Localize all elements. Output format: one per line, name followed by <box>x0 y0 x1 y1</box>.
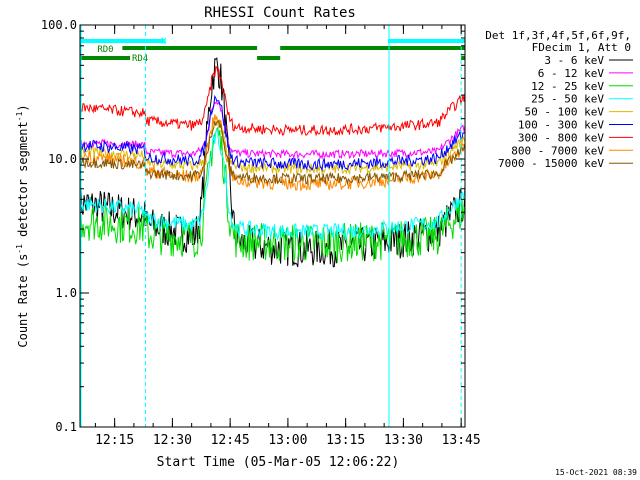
series-line <box>79 94 466 172</box>
x-tick-label: 13:15 <box>326 433 365 448</box>
instrument-flags: N RD0 RD4 <box>80 37 465 64</box>
legend: Det 1f,3f,4f,5f,6f,9f,FDecim 1, Att 03 -… <box>485 29 633 170</box>
legend-entry-label: 50 - 100 keV <box>525 106 605 119</box>
flag-label: RD0 <box>97 45 113 55</box>
x-tick-label: 12:15 <box>95 433 134 448</box>
legend-header: Det 1f,3f,4f,5f,6f,9f, <box>485 29 631 42</box>
x-tick-label: 13:00 <box>268 433 307 448</box>
series-line <box>79 126 466 263</box>
y-axis: 0.1 1.0 10.0 100.0 <box>41 18 465 434</box>
x-tick-label: 12:30 <box>153 433 192 448</box>
legend-entry-label: 100 - 300 keV <box>518 119 604 132</box>
y-tick-label: 0.1 <box>55 420 77 434</box>
flag-label: RD4 <box>132 54 148 64</box>
legend-entry-label: 6 - 12 keV <box>538 67 605 80</box>
timestamp: 15-Oct-2021 08:39 <box>555 468 637 477</box>
series-line <box>79 65 466 137</box>
y-tick-label: 100.0 <box>41 18 77 32</box>
series-line <box>79 56 466 268</box>
legend-entry-label: 800 - 7000 keV <box>511 144 604 157</box>
legend-entry-label: 7000 - 15000 keV <box>498 157 604 170</box>
x-tick-label: 13:30 <box>384 433 423 448</box>
y-tick-label: 1.0 <box>55 286 77 300</box>
legend-entry-label: 300 - 800 keV <box>518 131 604 144</box>
chart-title: RHESSI Count Rates <box>204 5 356 21</box>
series-line <box>79 114 466 192</box>
legend-header: FDecim 1, Att 0 <box>532 41 631 54</box>
series-line <box>79 128 466 241</box>
flag-label: N <box>161 37 166 47</box>
x-tick-label: 13:45 <box>442 433 481 448</box>
series-line <box>79 119 466 186</box>
legend-entry-label: 3 - 6 keV <box>544 54 604 67</box>
event-markers <box>80 25 462 427</box>
x-axis-label: Start Time (05-Mar-05 12:06:22) <box>157 455 400 470</box>
x-axis: 12:15 12:30 12:45 13:00 13:15 13:30 13:45 <box>94 25 481 448</box>
x-tick-label: 12:45 <box>211 433 250 448</box>
legend-entry-label: 12 - 25 keV <box>531 80 604 93</box>
y-tick-label: 10.0 <box>48 152 77 166</box>
series-lines <box>79 56 466 268</box>
legend-entry-label: 25 - 50 keV <box>531 93 604 106</box>
y-axis-label: Count Rate (s-1 detector segment-1) <box>15 104 30 347</box>
plot-frame <box>79 24 466 428</box>
